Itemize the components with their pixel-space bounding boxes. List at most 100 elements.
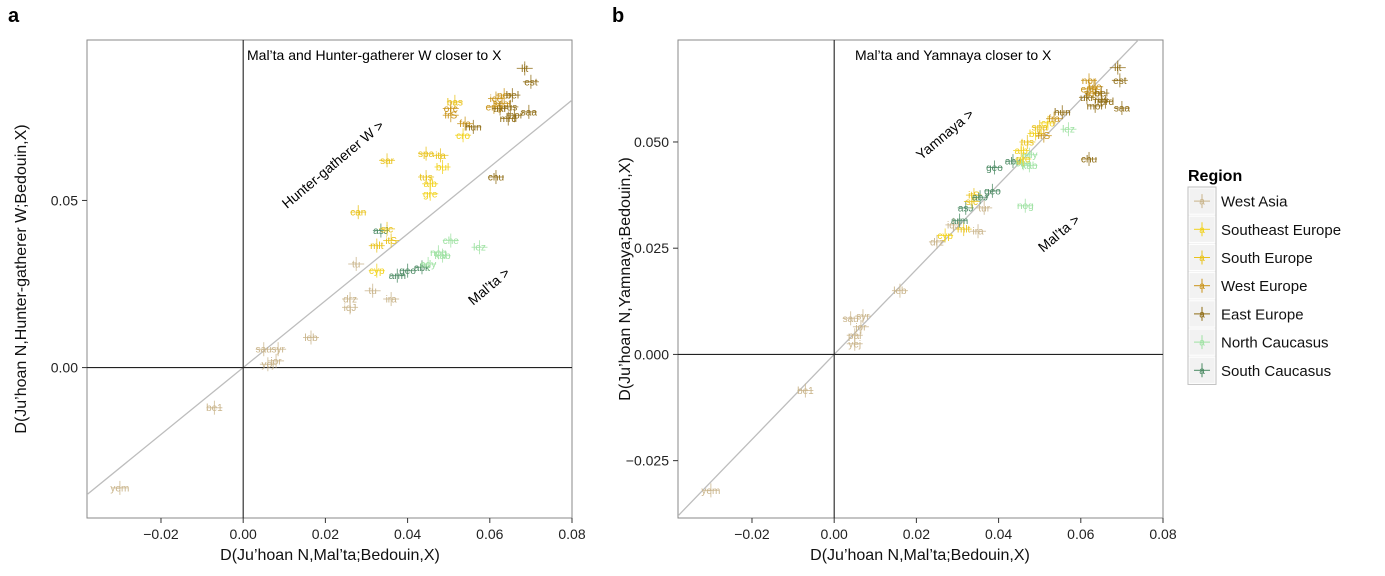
- legend-item: a North Caucasus: [1188, 328, 1329, 356]
- data-point: est: [1111, 73, 1128, 88]
- panel-b-top-note: Mal’ta and Yamnaya closer to X: [855, 47, 1052, 63]
- x-tick-label: 0.02: [312, 526, 339, 542]
- y-tick-label: 0.000: [634, 346, 669, 362]
- data-point: sau: [843, 311, 859, 326]
- panel-b-letter: b: [612, 5, 624, 27]
- point-label: sic: [381, 224, 393, 235]
- data-point: ukr: [1078, 90, 1095, 105]
- data-point: bul: [1027, 126, 1044, 141]
- point-label: itS: [968, 191, 980, 202]
- x-tick-label: 0.06: [476, 526, 503, 542]
- point-label: geo: [984, 186, 1001, 197]
- point-label: bel: [506, 91, 519, 102]
- point-label: kab: [434, 251, 451, 262]
- y-tick-label: 0.050: [634, 134, 669, 150]
- data-point: mlt: [368, 238, 385, 253]
- point-label: sic: [966, 197, 978, 208]
- data-point: chu: [1081, 151, 1097, 166]
- data-point: geo: [984, 183, 1001, 198]
- data-point: jor: [268, 353, 285, 368]
- y-tick-label: 0.00: [51, 360, 78, 376]
- data-point: yem: [701, 483, 720, 498]
- point-label: iqJ: [344, 303, 357, 314]
- point-label: cyp: [369, 266, 385, 277]
- data-point: bas: [447, 94, 463, 109]
- x-tick-label: 0.04: [394, 526, 421, 542]
- point-label: tus: [1021, 137, 1034, 148]
- legend-label: West Asia: [1221, 194, 1288, 211]
- data-point: can: [350, 205, 366, 220]
- point-label: jor: [854, 322, 867, 333]
- point-label: abk: [1005, 157, 1022, 168]
- data-point: yej: [259, 357, 276, 372]
- data-point: ira: [970, 224, 987, 239]
- point-label: gre: [1016, 154, 1031, 165]
- data-point: mor: [1087, 98, 1105, 113]
- panel-b-plot-frame: [677, 39, 1164, 519]
- point-label: arm: [951, 216, 968, 227]
- data-point: drz: [928, 234, 945, 249]
- point-label: mrd: [500, 114, 517, 125]
- data-point: yej: [846, 336, 863, 351]
- legend-key-glyph: a: [1199, 309, 1205, 320]
- point-label: lit: [1114, 63, 1121, 74]
- data-point: be1: [206, 400, 223, 415]
- point-label: asJ: [958, 203, 974, 214]
- data-point: ady: [420, 256, 436, 271]
- data-point: mlt: [955, 222, 972, 237]
- data-point: tus: [418, 170, 435, 185]
- data-point: spa: [1032, 120, 1049, 135]
- point-label: lez: [1062, 125, 1075, 136]
- legend: Region a West Asia a Southeast Europe a South…: [1187, 168, 1341, 385]
- point-label: frS: [444, 111, 457, 122]
- data-point: che: [443, 233, 459, 248]
- point-label: est: [524, 77, 538, 88]
- data-point: ukr: [492, 101, 509, 116]
- point-label: eng: [1081, 84, 1098, 95]
- data-point: cro: [455, 128, 472, 143]
- point-label: alb: [424, 179, 438, 190]
- point-label: drz: [343, 295, 357, 306]
- point-label: ice: [1089, 82, 1102, 93]
- data-point: iqJ: [342, 300, 359, 315]
- data-point: saa: [521, 104, 538, 119]
- data-point: arm: [951, 213, 968, 228]
- point-label: can: [350, 208, 366, 219]
- point-label: ukr: [1080, 93, 1095, 104]
- data-point: chu: [488, 170, 504, 185]
- data-point: abJ: [972, 190, 988, 205]
- data-point: abk: [1005, 154, 1022, 169]
- point-label: nor: [1082, 76, 1097, 87]
- point-label: gre: [423, 189, 438, 200]
- data-point: cyp: [937, 228, 953, 243]
- data-point: ita: [432, 148, 449, 163]
- point-label: arm: [389, 271, 406, 282]
- x-tick-label: 0.08: [1149, 526, 1176, 542]
- data-point: frS: [1035, 128, 1052, 143]
- x-tick-label: 0.00: [230, 526, 257, 542]
- data-point: tu: [364, 283, 381, 298]
- point-label: ukr: [493, 104, 508, 115]
- data-point: asJ: [957, 200, 974, 215]
- point-label: be1: [206, 403, 223, 414]
- data-point: tu: [348, 256, 365, 271]
- point-label: est: [1113, 76, 1127, 87]
- point-label: chu: [1081, 154, 1097, 165]
- point-label: chu: [488, 173, 504, 184]
- data-point: leb: [303, 330, 320, 345]
- point-label: alb: [1015, 146, 1029, 157]
- point-label: saa: [521, 107, 538, 118]
- x-tick-label: 0.06: [1067, 526, 1094, 542]
- point-label: mor: [1087, 101, 1105, 112]
- data-point: lit: [516, 61, 533, 76]
- point-label: pal: [848, 331, 861, 342]
- point-label: tur: [978, 203, 990, 214]
- data-point: sic: [963, 194, 980, 209]
- point-label: ira: [386, 295, 398, 306]
- data-point: asJ: [372, 223, 389, 238]
- point-label: spa: [1032, 123, 1049, 134]
- data-point: bel: [504, 88, 521, 103]
- point-label: saa: [1114, 103, 1131, 114]
- data-point: geo: [986, 160, 1003, 175]
- data-point: mrd: [500, 111, 517, 126]
